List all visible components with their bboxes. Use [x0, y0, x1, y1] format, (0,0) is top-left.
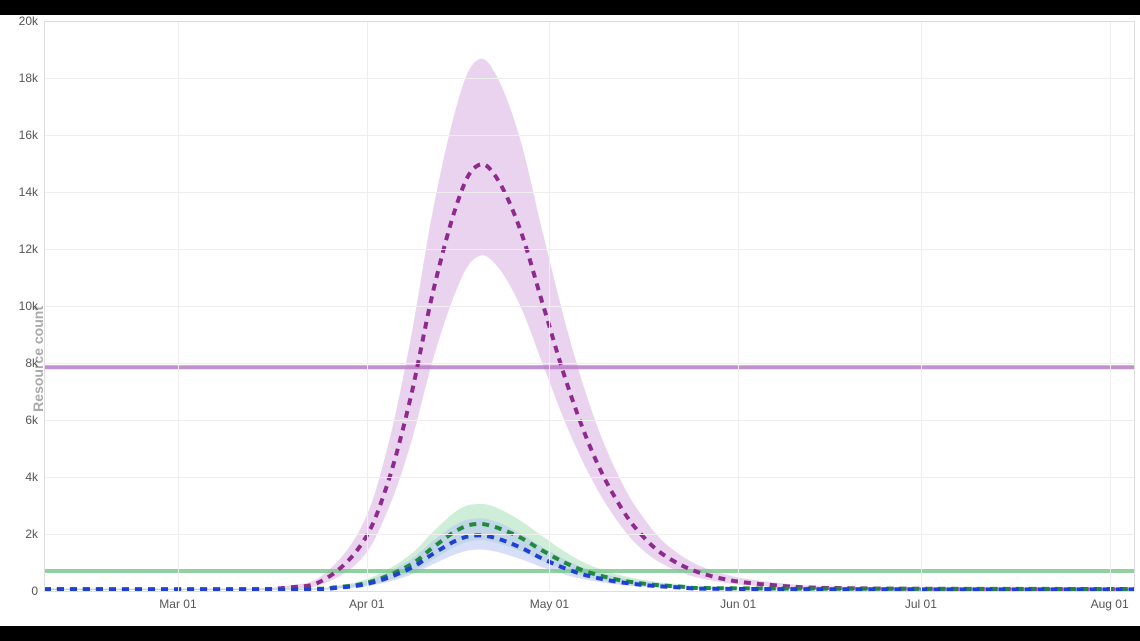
y-tick-label: 10k	[19, 299, 38, 313]
y-tick-label: 12k	[19, 242, 38, 256]
y-tick-label: 4k	[25, 470, 38, 484]
gridline-vertical	[549, 21, 550, 591]
x-tick-label: Aug 01	[1091, 597, 1129, 611]
gridline-horizontal	[44, 78, 1134, 79]
chart-frame: Resource count 02k4k6k8k10k12k14k16k18k2…	[0, 15, 1140, 626]
gridline-horizontal	[44, 192, 1134, 193]
gridline-horizontal	[44, 249, 1134, 250]
x-tick-label: Jul 01	[905, 597, 937, 611]
plot-border	[44, 21, 1134, 22]
gridline-horizontal	[44, 477, 1134, 478]
purple-series-line	[44, 164, 1134, 589]
y-tick-label: 2k	[25, 527, 38, 541]
x-tick-label: May 01	[530, 597, 569, 611]
gridline-horizontal	[44, 420, 1134, 421]
plot-border	[44, 591, 1134, 592]
plot-border	[44, 21, 45, 591]
gridline-vertical	[738, 21, 739, 591]
gridline-vertical	[921, 21, 922, 591]
y-tick-label: 14k	[19, 185, 38, 199]
y-tick-label: 16k	[19, 128, 38, 142]
gridline-horizontal	[44, 363, 1134, 364]
x-tick-label: Jun 01	[720, 597, 756, 611]
gridline-horizontal	[44, 135, 1134, 136]
purple-confidence-band	[44, 59, 1134, 590]
y-tick-label: 6k	[25, 413, 38, 427]
y-tick-label: 0	[31, 584, 38, 598]
gridline-horizontal	[44, 306, 1134, 307]
plot-area: Resource count 02k4k6k8k10k12k14k16k18k2…	[44, 21, 1134, 591]
plot-border	[1134, 21, 1135, 591]
y-tick-label: 20k	[19, 14, 38, 28]
y-tick-label: 18k	[19, 71, 38, 85]
blue-confidence-band	[44, 518, 1134, 590]
gridline-horizontal	[44, 534, 1134, 535]
gridline-vertical	[178, 21, 179, 591]
gridline-vertical	[1110, 21, 1111, 591]
x-tick-label: Apr 01	[349, 597, 384, 611]
x-tick-label: Mar 01	[159, 597, 196, 611]
y-tick-label: 8k	[25, 356, 38, 370]
blue-series-line	[44, 535, 1134, 589]
gridline-vertical	[367, 21, 368, 591]
